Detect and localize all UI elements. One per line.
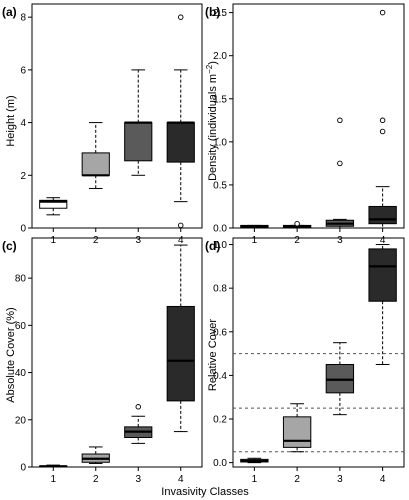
panel-b-ytick-label: 0.5: [213, 180, 227, 191]
panel-d-box-2: [282, 403, 312, 453]
panel-a-ytick-label: 2: [20, 171, 26, 182]
outlier-point: [379, 9, 386, 16]
panel-d-ytick-label: 0.8: [213, 284, 227, 295]
panel-a-box-4: [166, 14, 195, 229]
panel-b-box-1: [240, 224, 269, 229]
panel-c: (c) Absolute Cover (%) 0 20 40 60 80 1 2 3 4: [2, 237, 203, 485]
panel-c-xtick-label: 4: [178, 474, 184, 485]
panel-c-box-3: [124, 404, 153, 444]
panel-d-label: (d): [205, 239, 220, 253]
iqr-box: [124, 122, 153, 162]
panel-a-ytick-label: 6: [20, 65, 26, 76]
panel-c-frame: [31, 237, 203, 468]
panel-a-ylabel: Height (m): [5, 95, 17, 146]
panel-d: (d) Relative Cover 0.0 0.2 0.4 0.6 0.8 1.0 1 2 3…: [205, 237, 405, 485]
outlier-point: [337, 160, 343, 167]
panel-d-frame: [232, 237, 405, 468]
panel-d-xtick-label: 3: [337, 474, 343, 485]
iqr-box: [166, 305, 195, 402]
panel-a-xtick-label: 3: [135, 235, 141, 246]
panel-b-ytick-label: 0.0: [213, 224, 227, 235]
panel-b-box-2: [282, 220, 312, 229]
panel-b-xtick-label: 4: [380, 235, 386, 246]
iqr-box: [166, 122, 195, 163]
panel-d-box-1: [240, 457, 269, 464]
panel-b-frame: [232, 3, 405, 229]
panel-c-box-2: [81, 446, 110, 464]
panel-b-xtick-label: 1: [252, 235, 258, 246]
panel-b-ylabel-close: ): [207, 61, 219, 65]
iqr-box: [81, 152, 110, 176]
panel-d-xtick-label: 1: [252, 474, 258, 485]
panel-b-ytick-label: 2.0: [213, 51, 227, 62]
panel-c-ytick-label: 80: [15, 274, 27, 285]
panel-b-xtick-label: 2: [294, 235, 300, 246]
panel-a-frame: [31, 3, 203, 229]
iqr-box: [39, 199, 68, 209]
outlier-point: [337, 117, 343, 124]
iqr-box: [282, 416, 312, 448]
panel-b-ytick-label: 1.5: [213, 94, 227, 105]
outlier-point: [135, 404, 141, 410]
panel-b: (b) Density (individuals m−2) 0.0 0.5 1.0 1…: [205, 3, 405, 246]
panel-c-ytick-label: 20: [15, 415, 27, 426]
panel-b-ytick-label: 1.0: [213, 137, 227, 148]
panel-a-xtick-label: 1: [50, 235, 56, 246]
panel-a-ytick-label: 4: [20, 118, 26, 129]
panel-c-ytick-label: 60: [15, 321, 27, 332]
panel-d-box-4: [368, 244, 397, 365]
iqr-box: [368, 205, 397, 225]
panel-c-box-1: [39, 464, 68, 468]
panel-b-xtick-label: 3: [337, 235, 343, 246]
panel-d-ytick-label: 0.0: [213, 458, 227, 469]
panel-d-box-3: [325, 342, 355, 416]
panel-d-ytick-label: 0.6: [213, 327, 227, 338]
panel-d-ytick-label: 0.2: [213, 415, 227, 426]
panel-c-xtick-label: 3: [135, 474, 141, 485]
panel-c-xtick-label: 1: [50, 474, 56, 485]
iqr-box: [368, 248, 397, 302]
panel-a-ytick-label: 0: [20, 224, 26, 235]
panel-b-box-3: [325, 117, 355, 229]
panel-d-ytick-label: 0.4: [213, 371, 227, 382]
panel-b-ylabel-main: Density (individuals m: [207, 74, 219, 181]
outlier-point: [294, 220, 300, 227]
panel-b-ylabel: Density (individuals m−2): [205, 61, 219, 181]
outlier-point: [177, 222, 184, 229]
panel-b-box-4: [368, 9, 397, 229]
panel-a-label: (a): [2, 5, 17, 19]
panel-a-box-3: [124, 69, 153, 176]
panel-a-xtick-label: 4: [178, 235, 184, 246]
panel-d-ylabel: Relative Cover: [207, 319, 219, 391]
panel-c-box-4: [166, 244, 195, 433]
panel-a-ytick-label: 8: [20, 13, 26, 24]
panel-d-xtick-label: 2: [294, 474, 300, 485]
panel-c-ylabel: Absolute Cover (%): [5, 307, 17, 402]
panel-a-xtick-label: 2: [93, 235, 99, 246]
panel-b-ytick-label: 2.5: [213, 8, 227, 19]
panel-d-xtick-label: 4: [380, 474, 386, 485]
panel-c-ytick-label: 0: [20, 463, 26, 474]
panel-b-label: (b): [205, 5, 220, 19]
panel-c-label: (c): [2, 239, 17, 253]
panel-b-ylabel-sup: −2: [205, 64, 214, 74]
panel-a-box-1: [39, 197, 68, 216]
outlier-point: [177, 14, 184, 20]
panel-a-box-2: [81, 122, 110, 189]
panel-c-ytick-label: 40: [15, 368, 27, 379]
figure-xlabel: Invasivity Classes: [161, 486, 249, 498]
outlier-point: [379, 128, 386, 135]
panel-d-ytick-label: 1.0: [213, 240, 227, 251]
panel-c-xtick-label: 2: [93, 474, 99, 485]
outlier-point: [379, 117, 386, 124]
panel-a: (a) Height (m) 0 2 4 6 8 1 2 3 4: [2, 3, 203, 246]
